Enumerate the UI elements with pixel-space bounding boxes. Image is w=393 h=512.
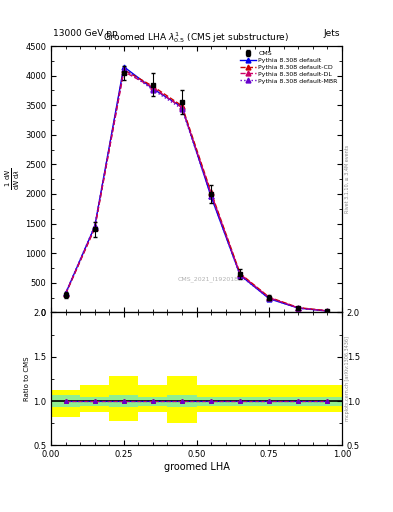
Pythia 8.308 default-MBR <box>296 305 301 311</box>
Line: Pythia 8.308 default-CD: Pythia 8.308 default-CD <box>63 67 330 313</box>
Pythia 8.308 default-CD <box>121 67 126 73</box>
Text: Rivet 3.1.10, ≥ 3.4M events: Rivet 3.1.10, ≥ 3.4M events <box>345 145 350 214</box>
Pythia 8.308 default-CD <box>238 270 242 276</box>
Pythia 8.308 default-DL <box>121 69 126 75</box>
Pythia 8.308 default-DL <box>63 291 68 297</box>
X-axis label: groomed LHA: groomed LHA <box>163 462 230 472</box>
Pythia 8.308 default-MBR <box>180 105 184 112</box>
Pythia 8.308 default <box>267 295 272 302</box>
Text: mcplots.cern.ch [arXiv:1306.3436]: mcplots.cern.ch [arXiv:1306.3436] <box>345 336 350 421</box>
Pythia 8.308 default-CD <box>63 291 68 297</box>
Text: 13000 GeV pp: 13000 GeV pp <box>53 29 118 38</box>
Pythia 8.308 default-CD <box>151 83 155 90</box>
Pythia 8.308 default-MBR <box>151 87 155 93</box>
Pythia 8.308 default <box>63 290 68 296</box>
Pythia 8.308 default-MBR <box>121 66 126 72</box>
Pythia 8.308 default-MBR <box>209 193 213 199</box>
Pythia 8.308 default <box>121 63 126 70</box>
Text: Jets: Jets <box>323 29 340 38</box>
Pythia 8.308 default-CD <box>296 305 301 311</box>
Pythia 8.308 default-MBR <box>63 290 68 296</box>
Pythia 8.308 default <box>325 308 330 314</box>
Line: Pythia 8.308 default-MBR: Pythia 8.308 default-MBR <box>63 66 330 313</box>
Pythia 8.308 default-DL <box>325 308 330 314</box>
Title: Groomed LHA $\lambda^{1}_{0.5}$ (CMS jet substructure): Groomed LHA $\lambda^{1}_{0.5}$ (CMS jet… <box>103 30 290 45</box>
Pythia 8.308 default-CD <box>209 189 213 195</box>
Pythia 8.308 default-MBR <box>238 272 242 279</box>
Pythia 8.308 default-CD <box>325 308 330 314</box>
Pythia 8.308 default-CD <box>267 294 272 301</box>
Pythia 8.308 default-DL <box>180 104 184 111</box>
Y-axis label: $\frac{1}{\mathrm{d}N}\frac{\mathrm{d}N}{\mathrm{d}\lambda}$: $\frac{1}{\mathrm{d}N}\frac{\mathrm{d}N}… <box>4 168 22 190</box>
Pythia 8.308 default-MBR <box>267 295 272 302</box>
Pythia 8.308 default-MBR <box>92 223 97 229</box>
Y-axis label: Ratio to CMS: Ratio to CMS <box>24 357 30 401</box>
Pythia 8.308 default-MBR <box>325 308 330 314</box>
Line: Pythia 8.308 default-DL: Pythia 8.308 default-DL <box>63 69 330 313</box>
Pythia 8.308 default <box>296 305 301 311</box>
Pythia 8.308 default-DL <box>296 305 301 311</box>
Text: CMS_2021_I192018…: CMS_2021_I192018… <box>177 276 245 282</box>
Pythia 8.308 default-DL <box>151 84 155 91</box>
Pythia 8.308 default-CD <box>92 225 97 231</box>
Line: Pythia 8.308 default: Pythia 8.308 default <box>63 65 330 313</box>
Pythia 8.308 default <box>209 194 213 200</box>
Pythia 8.308 default-DL <box>92 225 97 231</box>
Pythia 8.308 default-CD <box>180 103 184 109</box>
Legend: CMS, Pythia 8.308 default, Pythia 8.308 default-CD, Pythia 8.308 default-DL, Pyt: CMS, Pythia 8.308 default, Pythia 8.308 … <box>239 49 339 85</box>
Pythia 8.308 default-DL <box>209 190 213 197</box>
Pythia 8.308 default-DL <box>267 294 272 301</box>
Pythia 8.308 default <box>180 104 184 110</box>
Pythia 8.308 default-DL <box>238 271 242 277</box>
Pythia 8.308 default <box>151 86 155 92</box>
Pythia 8.308 default <box>238 272 242 278</box>
Pythia 8.308 default <box>92 223 97 229</box>
